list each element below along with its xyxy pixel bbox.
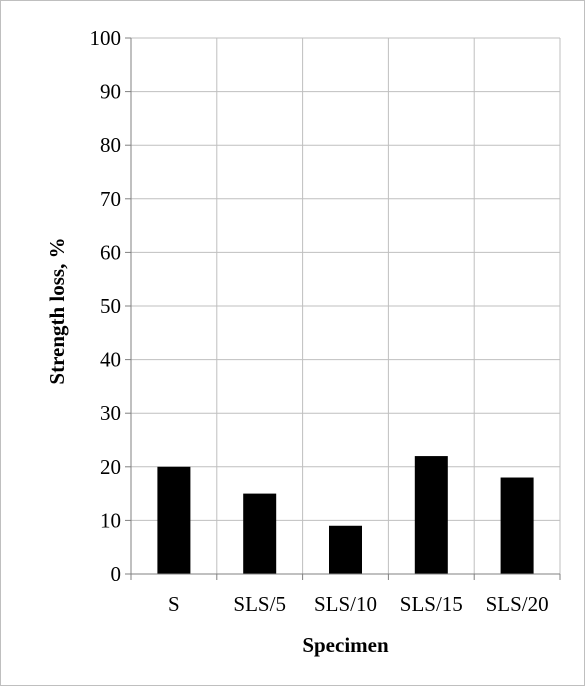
x-tick-label: SLS/5: [233, 592, 286, 616]
bars: [157, 456, 534, 574]
y-tick-label: 90: [100, 80, 121, 104]
y-tick-label: 20: [100, 455, 121, 479]
x-tick-label: SLS/20: [486, 592, 549, 616]
y-tick-label: 100: [90, 26, 122, 50]
x-tick-labels: S SLS/5 SLS/10 SLS/15 SLS/20: [168, 592, 549, 616]
y-tick-label: 50: [100, 294, 121, 318]
bar: [243, 493, 277, 574]
x-tick-label: SLS/10: [314, 592, 377, 616]
y-tick-label: 40: [100, 348, 121, 372]
y-tick-labels: 0 10 20 30 40 50 60 70 80 90 100: [90, 26, 122, 586]
y-tick-label: 80: [100, 133, 121, 157]
x-tick-label: S: [168, 592, 180, 616]
x-axis-title: Specimen: [302, 633, 389, 657]
y-tick-label: 0: [111, 562, 122, 586]
axes: [125, 37, 561, 580]
bar: [329, 525, 362, 574]
y-axis-title: Strength loss, %: [45, 237, 69, 384]
y-tick-label: 30: [100, 401, 121, 425]
y-tick-label: 70: [100, 187, 121, 211]
bar: [414, 456, 448, 574]
grid-lines: [131, 37, 561, 574]
x-tick-label: SLS/15: [400, 592, 463, 616]
y-tick-label: 10: [100, 508, 121, 532]
bar: [157, 466, 191, 574]
bar: [500, 477, 534, 574]
y-tick-label: 60: [100, 240, 121, 264]
